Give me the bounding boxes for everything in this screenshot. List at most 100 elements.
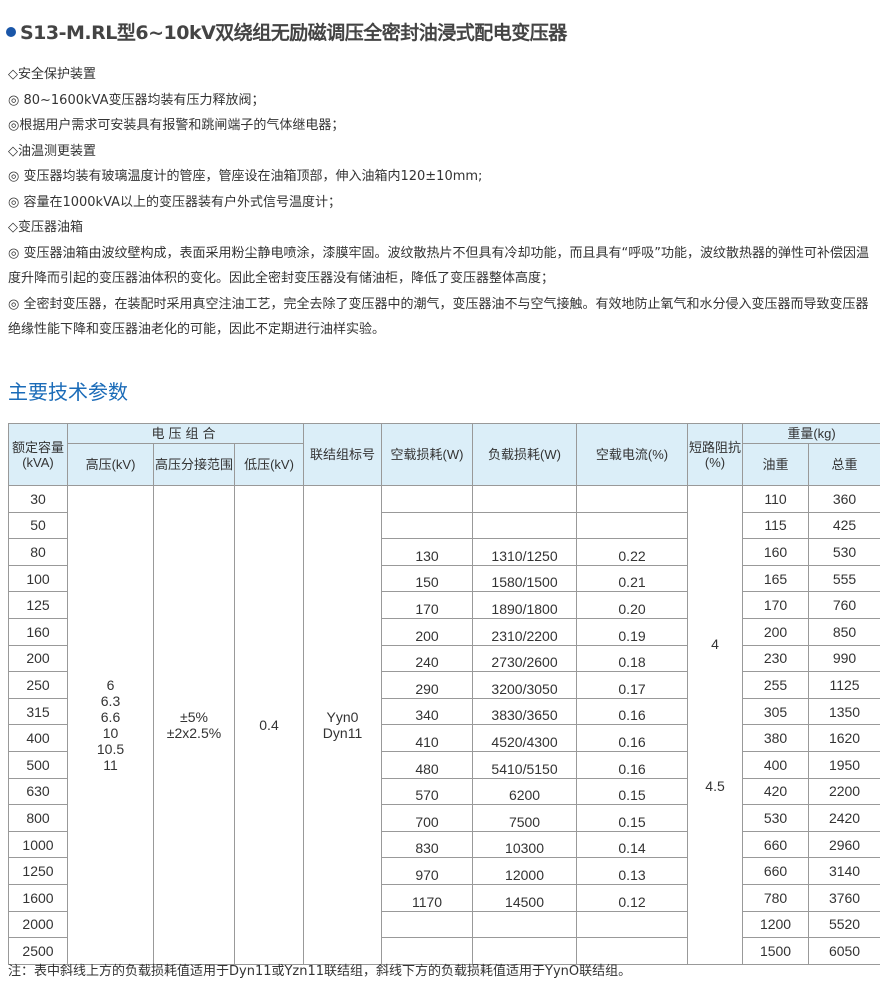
cell-capacity: 315 [8,697,68,726]
section-heading: ◇变压器油箱 [8,220,83,235]
cell-noload-current: 0.16 [576,697,689,726]
cell-load-loss: 5410/5150 [472,750,578,779]
section-item: ◎根据用户需求可安装具有报警和跳闸端子的气体继电器； [8,118,345,133]
cell-noload-loss: 150 [381,564,474,593]
cell-load-loss: 4520/4300 [472,724,578,752]
cell-load-loss: 10300 [472,830,578,859]
table-row: 2500 1500 6050 [8,937,880,965]
cell-noload-loss: 290 [381,671,474,699]
header-noload-current: 空载电流(%) [576,423,689,486]
cell-load-loss: 7500 [472,804,578,832]
cell-noload-loss [381,485,474,513]
cell-noload-current: 0.19 [576,617,689,646]
cell-oil-weight: 115 [742,511,810,540]
cell-noload-current: 0.15 [576,804,689,832]
cell-noload-current: 0.12 [576,883,689,912]
table-row: 30 6 6.3 6.6 10 10.5 11 ±5% ±2x2.5% 0.4 Yyn0… [8,485,880,965]
cell-noload-current: 0.22 [576,538,689,566]
table-row: 160 200 2310/2200 0.19 200 850 [8,617,880,646]
cell-impedance: 4 4.5 [687,485,744,965]
cell-load-loss [472,511,578,540]
cell-total-weight: 3760 [808,883,880,912]
params-table: 额定容量(kVA) 电压组合 联结组标号 空载损耗(W) 负载损耗(W) 空载电… [8,423,880,965]
impedance-low: 4 [711,636,719,652]
cell-load-loss [472,937,578,965]
bullet-dot-icon [6,27,16,37]
cell-noload-loss: 410 [381,724,474,752]
cell-noload-loss: 570 [381,777,474,806]
header-vector: 联结组标号 [303,423,383,486]
cell-total-weight: 530 [808,538,880,566]
cell-capacity: 100 [8,564,68,593]
section-heading: ◇油温测更装置 [8,143,96,159]
section-item: ◎ 变压器油箱由波纹壁构成，表面采用粉尘静电喷涂，漆膜牢固。波纹散热片不但具有冷… [8,245,869,287]
cell-noload-loss [381,910,474,939]
cell-load-loss: 3830/3650 [472,697,578,726]
cell-capacity: 200 [8,644,68,673]
table-row: 400 410 4520/4300 0.16 380 1620 [8,724,880,752]
table-row: 800 700 7500 0.15 530 2420 [8,804,880,832]
cell-noload-current: 0.17 [576,671,689,699]
cell-noload-loss: 340 [381,697,474,726]
header-oil-weight: 油重 [742,443,810,486]
cell-capacity: 50 [8,511,68,540]
cell-total-weight: 6050 [808,937,880,965]
cell-noload-loss [381,937,474,965]
cell-total-weight: 1950 [808,750,880,779]
cell-lv: 0.4 [233,485,305,965]
cell-noload-current [576,511,689,540]
cell-capacity: 80 [8,538,68,566]
cell-total-weight: 2420 [808,804,880,832]
cell-capacity: 2500 [8,937,68,965]
section-item: ◎ 80~1600kVA变压器均装有压力释放阀； [8,92,265,108]
table-note: 注：表中斜线上方的负载损耗值适用于Dyn11或Yzn11联结组，斜线下方的负载损… [8,964,632,979]
cell-noload-loss: 130 [381,538,474,566]
cell-oil-weight: 380 [742,724,810,752]
table-row: 1000 830 10300 0.14 660 2960 [8,830,880,859]
cell-tap: ±5% ±2x2.5% [153,485,235,965]
cell-total-weight: 850 [808,617,880,646]
cell-hv: 6 6.3 6.6 10 10.5 11 [67,485,154,965]
cell-total-weight: 5520 [808,910,880,939]
cell-capacity: 500 [8,750,68,779]
cell-capacity: 2000 [8,910,68,939]
header-weight: 重量(kg) [742,423,880,444]
cell-total-weight: 360 [808,485,880,513]
cell-noload-loss: 830 [381,830,474,859]
cell-noload-current [576,485,689,513]
cell-capacity: 630 [8,777,68,806]
cell-load-loss: 2310/2200 [472,617,578,646]
header-hv: 高压(kV) [67,443,154,486]
cell-noload-loss: 240 [381,644,474,673]
cell-oil-weight: 170 [742,591,810,619]
cell-capacity: 800 [8,804,68,832]
header-capacity: 额定容量(kVA) [8,423,68,486]
cell-load-loss: 1310/1250 [472,538,578,566]
cell-total-weight: 990 [808,644,880,673]
cell-total-weight: 2200 [808,777,880,806]
cell-noload-loss [381,511,474,540]
cell-oil-weight: 1500 [742,937,810,965]
cell-load-loss: 3200/3050 [472,671,578,699]
params-heading: 主要技术参数 [8,380,128,404]
section-item: ◎ 变压器均装有玻璃温度计的管座，管座设在油箱顶部，伸入油箱内120±10mm; [8,169,483,184]
cell-capacity: 400 [8,724,68,752]
header-impedance: 短路阻抗(%) [687,423,744,486]
cell-noload-loss: 700 [381,804,474,832]
page-title: S13-M.RL型6~10kV双绕组无励磁调压全密封油浸式配电变压器 [6,18,567,45]
cell-load-loss: 12000 [472,857,578,885]
cell-oil-weight: 305 [742,697,810,726]
cell-capacity: 1250 [8,857,68,885]
cell-total-weight: 760 [808,591,880,619]
header-total-weight: 总重 [808,443,880,486]
table-row: 1250 970 12000 0.13 660 3140 [8,857,880,885]
cell-load-loss: 14500 [472,883,578,912]
cell-noload-current: 0.20 [576,591,689,619]
cell-oil-weight: 660 [742,857,810,885]
cell-noload-current: 0.15 [576,777,689,806]
cell-noload-loss: 170 [381,591,474,619]
cell-noload-loss: 200 [381,617,474,646]
cell-vector: Yyn0 Dyn11 [303,485,383,965]
cell-load-loss: 1890/1800 [472,591,578,619]
cell-noload-current: 0.16 [576,750,689,779]
